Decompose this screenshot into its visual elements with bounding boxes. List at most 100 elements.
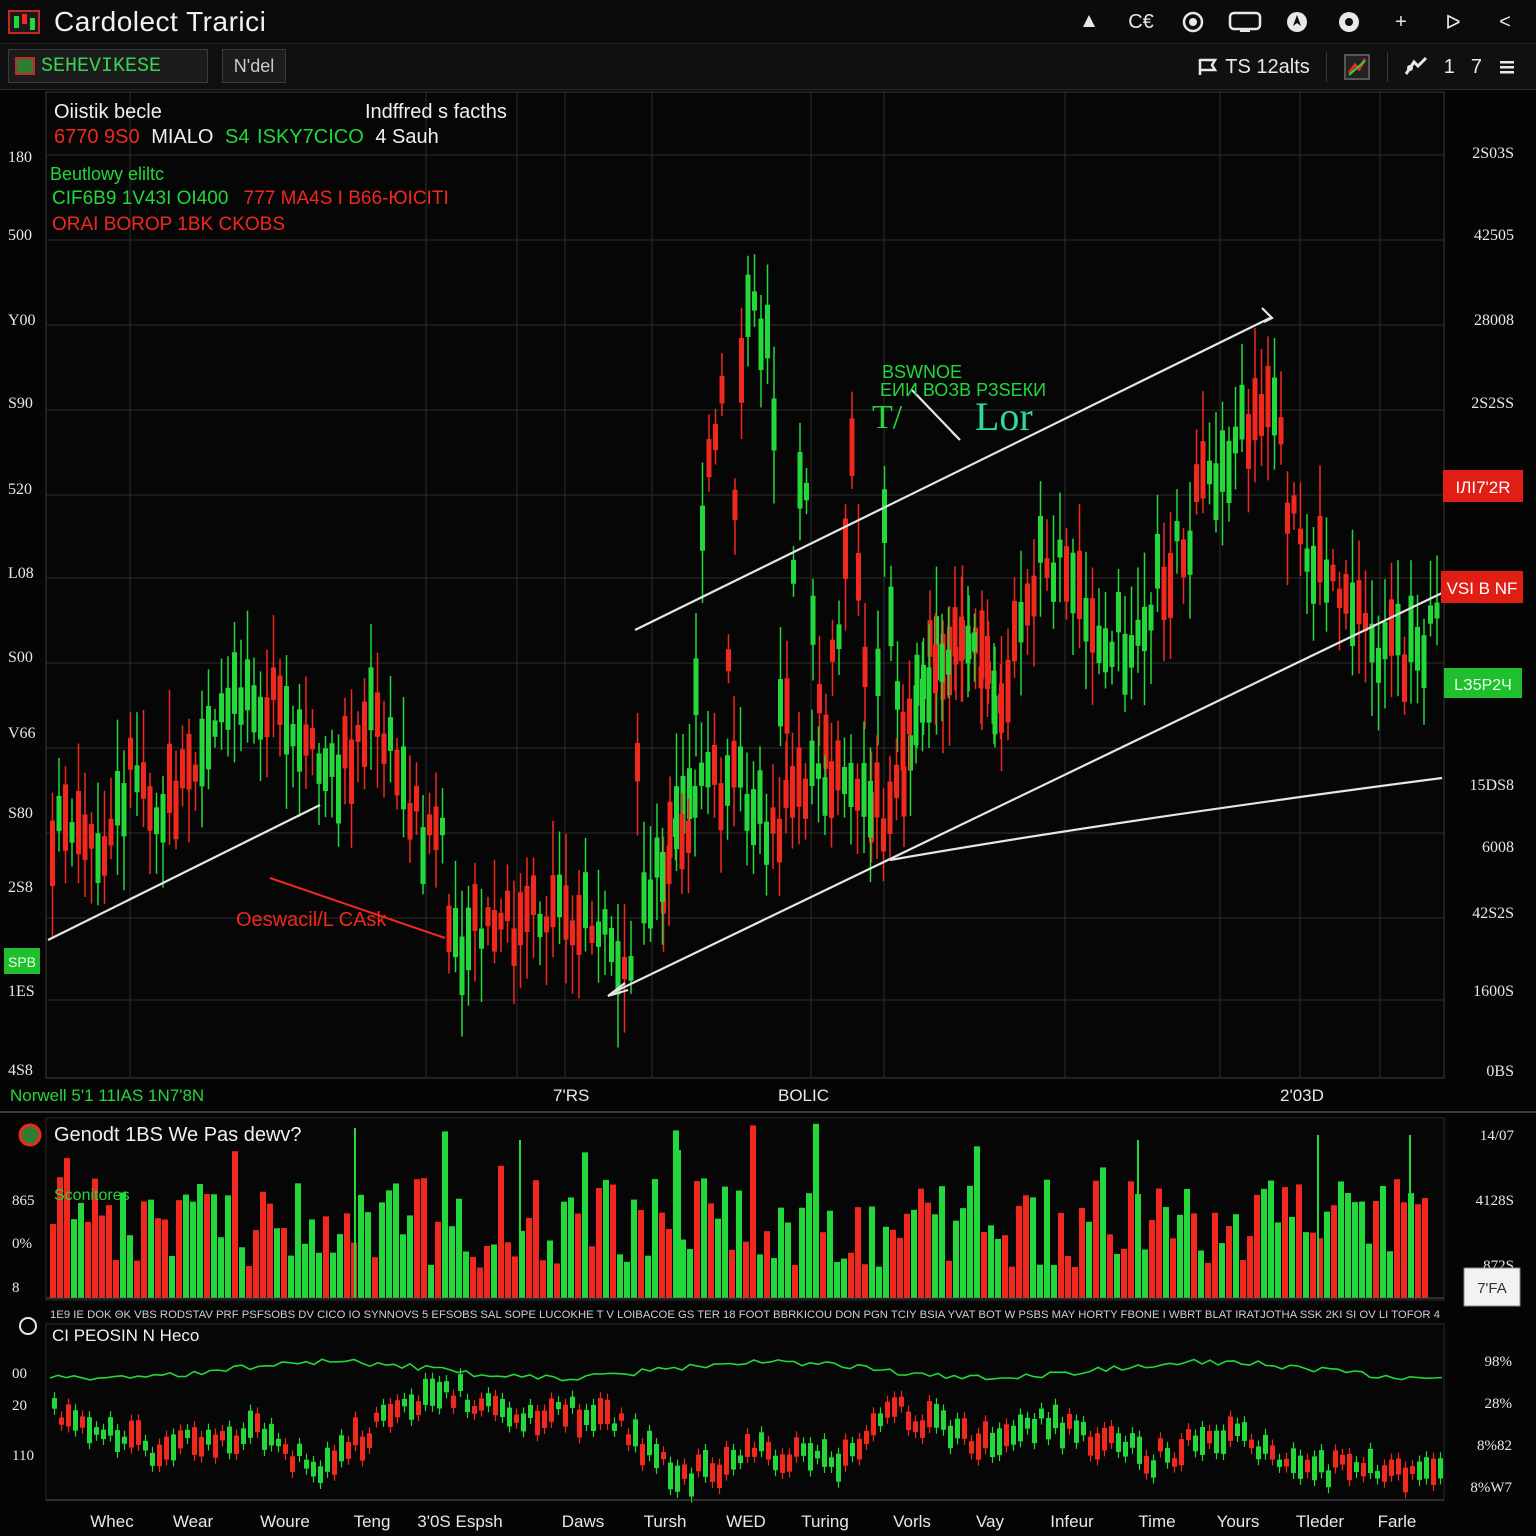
osc-body bbox=[668, 1462, 673, 1490]
volume-bar bbox=[722, 1186, 728, 1298]
compass-icon[interactable] bbox=[1280, 6, 1314, 38]
osc-body bbox=[143, 1440, 148, 1451]
legend-line1-white: MIALO bbox=[151, 126, 213, 148]
volume-bar bbox=[1205, 1262, 1211, 1298]
candle-body bbox=[1324, 559, 1329, 603]
candle-body bbox=[147, 786, 153, 831]
record-icon[interactable] bbox=[1176, 6, 1210, 38]
pen-icon bbox=[1404, 56, 1427, 75]
osc-body bbox=[1214, 1430, 1219, 1454]
osc-body bbox=[1410, 1466, 1415, 1474]
price-y-right-label: 1600S bbox=[1473, 983, 1514, 1000]
candle-body bbox=[687, 768, 692, 820]
candle-body bbox=[589, 925, 595, 943]
oscillator-indicator-icon[interactable] bbox=[19, 1317, 37, 1335]
app-logo-icon bbox=[8, 10, 40, 34]
osc-body bbox=[549, 1398, 554, 1422]
osc-body bbox=[1200, 1427, 1205, 1455]
osc-body bbox=[1347, 1453, 1352, 1481]
volume-indicator-icon[interactable] bbox=[18, 1123, 42, 1147]
osc-body bbox=[87, 1417, 92, 1444]
timeframe-selector[interactable]: N'del bbox=[222, 49, 286, 83]
play-icon[interactable]: ᐅ bbox=[1445, 11, 1461, 34]
candle-body bbox=[1168, 552, 1173, 618]
menu-icon[interactable] bbox=[1498, 58, 1516, 76]
osc-body bbox=[1088, 1436, 1093, 1456]
candle-body bbox=[744, 794, 750, 831]
price-tag-lower-text: VSI B NF bbox=[1447, 579, 1518, 598]
candle-body bbox=[791, 559, 796, 584]
volume-bar bbox=[281, 1228, 287, 1298]
volume-tag-text: 7'FA bbox=[1477, 1280, 1507, 1297]
counter-b[interactable]: 7 bbox=[1470, 55, 1482, 78]
back-icon[interactable]: < bbox=[1499, 10, 1511, 33]
candle-body bbox=[570, 920, 575, 946]
osc-body bbox=[759, 1432, 764, 1452]
volume-bar bbox=[218, 1237, 224, 1298]
up-arrow-icon[interactable] bbox=[1072, 6, 1106, 38]
candle-body bbox=[511, 928, 517, 967]
osc-body bbox=[325, 1447, 330, 1472]
counter-a[interactable]: 1 bbox=[1443, 55, 1455, 78]
candle-body bbox=[887, 781, 893, 834]
volume-bar bbox=[113, 1259, 119, 1298]
volume-bar bbox=[1107, 1234, 1113, 1298]
osc-body bbox=[591, 1404, 596, 1432]
osc-body bbox=[185, 1429, 190, 1438]
osc-body bbox=[822, 1439, 827, 1467]
volume-bar bbox=[1366, 1243, 1372, 1298]
oscillator-panel[interactable] bbox=[45, 1323, 1445, 1501]
indicator-button[interactable] bbox=[1343, 53, 1371, 81]
candle-body bbox=[193, 764, 198, 782]
osc-body bbox=[605, 1399, 610, 1424]
volume-tag bbox=[1463, 1267, 1521, 1307]
volume-bar bbox=[953, 1220, 959, 1298]
candle-body bbox=[1044, 558, 1050, 578]
osc-body bbox=[1123, 1441, 1128, 1457]
volume-bar bbox=[435, 1221, 441, 1298]
symbol-selector[interactable]: SEHEVIKESE bbox=[8, 49, 208, 83]
volume-bar bbox=[869, 1206, 875, 1298]
candle-body bbox=[381, 733, 387, 765]
candle-body bbox=[835, 740, 841, 791]
osc-body bbox=[1333, 1450, 1338, 1468]
candle-body bbox=[946, 649, 951, 675]
symbol-flag-icon bbox=[15, 57, 35, 75]
price-panel[interactable] bbox=[45, 91, 1445, 1079]
osc-body bbox=[570, 1396, 575, 1408]
volume-bar bbox=[330, 1252, 336, 1298]
candle-body bbox=[316, 753, 322, 784]
volume-bar bbox=[925, 1202, 931, 1298]
osc-body bbox=[1431, 1458, 1436, 1486]
candle-body bbox=[394, 749, 400, 796]
osc-body bbox=[542, 1410, 547, 1429]
volume-bar bbox=[204, 1194, 210, 1298]
volume-bar bbox=[848, 1252, 854, 1298]
osc-body bbox=[1319, 1450, 1324, 1473]
target-icon[interactable] bbox=[1332, 6, 1366, 38]
volume-bar bbox=[456, 1198, 462, 1298]
volume-bar bbox=[939, 1186, 945, 1298]
osc-body bbox=[94, 1427, 99, 1435]
volume-bar bbox=[1023, 1195, 1029, 1298]
quote-button[interactable]: ТЅ 12alts bbox=[1197, 56, 1310, 79]
volume-bar bbox=[309, 1219, 315, 1298]
volume-bar bbox=[1380, 1185, 1386, 1298]
crypto-button[interactable]: C€ bbox=[1128, 10, 1154, 33]
monitor-icon[interactable] bbox=[1228, 6, 1262, 38]
symbol-text: SEHEVIKESE bbox=[41, 54, 162, 78]
drawing-tool-button[interactable] bbox=[1404, 56, 1428, 78]
volume-bar bbox=[1359, 1201, 1365, 1298]
plus-icon[interactable]: + bbox=[1395, 10, 1407, 33]
candle-body bbox=[1363, 613, 1368, 632]
candle-body bbox=[1057, 539, 1063, 558]
osc-body bbox=[199, 1437, 204, 1457]
osc-body bbox=[1361, 1463, 1366, 1477]
trendline-2 bbox=[634, 317, 1271, 631]
trendlines[interactable] bbox=[47, 307, 1443, 998]
chart-area[interactable]: BSWNOE ЕИИ ВОЗВ РЗSЕКИ T/ Lor Oeswacil/L… bbox=[0, 90, 1536, 1536]
osc-body bbox=[388, 1403, 393, 1427]
volume-bar bbox=[771, 1258, 777, 1298]
candle-body bbox=[628, 956, 634, 981]
volume-bar bbox=[393, 1183, 399, 1298]
